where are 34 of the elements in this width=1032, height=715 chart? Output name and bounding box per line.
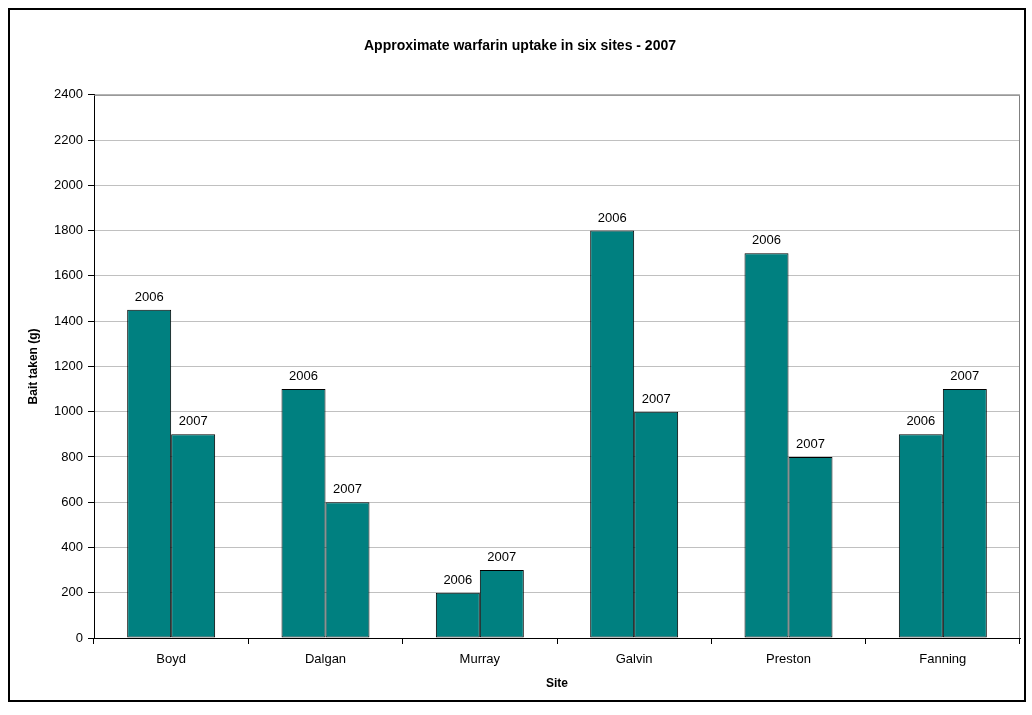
text: 2007 <box>333 481 362 497</box>
text: 2006 <box>134 288 164 304</box>
text: 2006 <box>597 209 627 225</box>
text: 2006 <box>752 232 781 248</box>
series-label: 2007 <box>950 368 980 384</box>
y-tick-label: 1400 <box>54 312 83 328</box>
y-tick-label: 1800 <box>54 222 83 238</box>
y-tick-label: 0 <box>75 629 83 645</box>
y-tick-label: 200 <box>61 584 83 600</box>
x-tick-label: Galvin <box>615 651 653 667</box>
y-tick-label: 800 <box>61 448 83 464</box>
text: 2006 <box>443 571 473 587</box>
x-tick-label: Boyd <box>156 651 186 667</box>
y-tick-label: 2400 <box>54 86 83 102</box>
y-tick-label: 2200 <box>54 131 83 147</box>
y-tick-label: 2000 <box>54 176 83 192</box>
text: 2007 <box>178 413 208 429</box>
x-axis-title: Site <box>545 676 569 691</box>
x-tick-label: Fanning <box>919 651 967 667</box>
y-tick-label: 600 <box>61 493 83 509</box>
y-axis-title: Bait taken (g) <box>25 328 40 405</box>
text: 2007 <box>796 436 825 452</box>
x-tick-label: Dalgan <box>304 651 347 667</box>
chart-title: Approximate warfarin uptake in six sites - 2007 <box>363 37 677 54</box>
text: 2007 <box>487 549 517 565</box>
y-tick-label: 1200 <box>54 357 83 373</box>
text: 2007 <box>641 390 671 406</box>
series-label: 2006 <box>289 368 318 384</box>
y-tick-label: 400 <box>61 539 83 555</box>
y-tick-label: 1000 <box>54 403 83 419</box>
x-tick-label: Preston <box>766 651 811 667</box>
y-tick-label: 1600 <box>54 267 83 283</box>
x-tick-label: Murray <box>459 651 501 667</box>
text: 2006 <box>906 413 936 429</box>
